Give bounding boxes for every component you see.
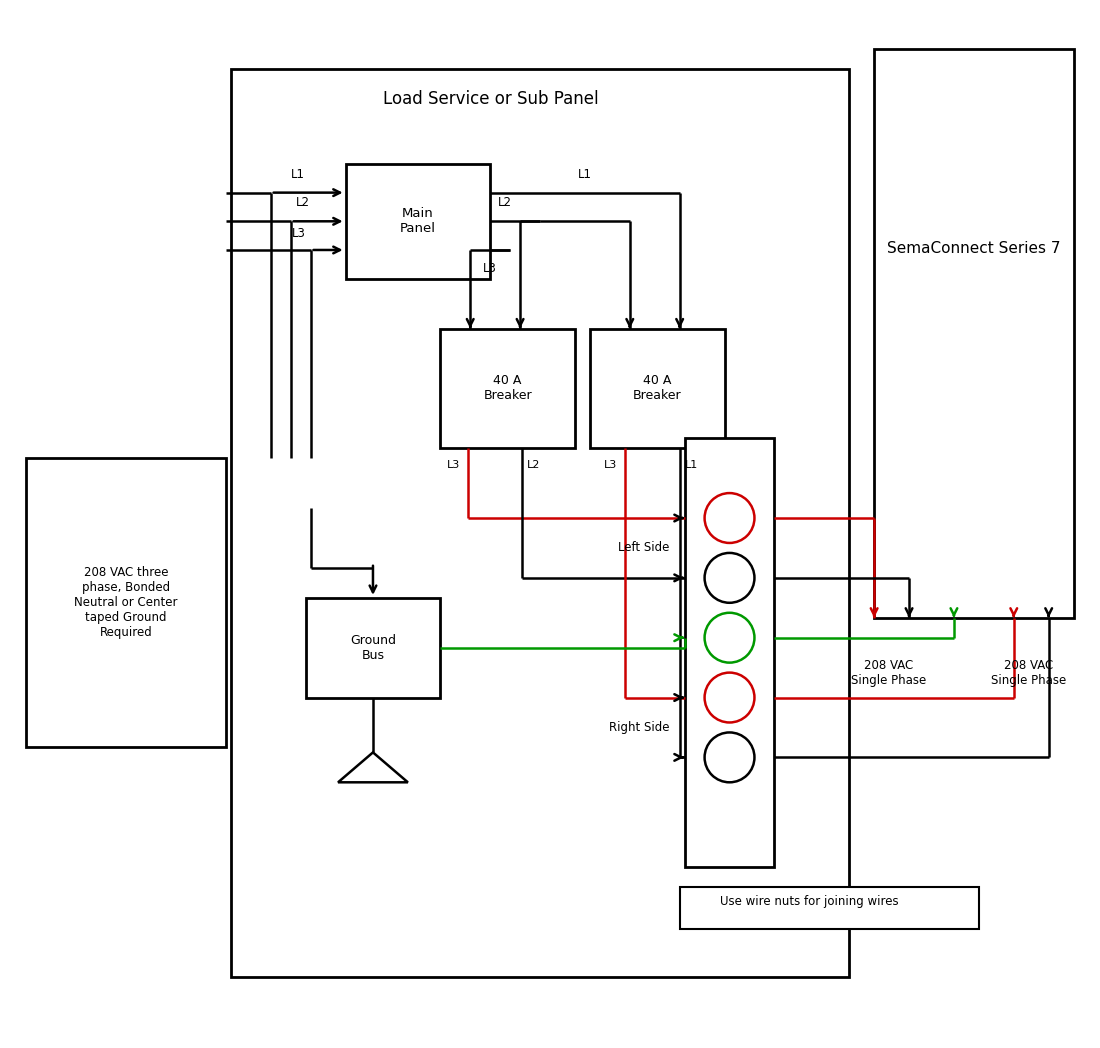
Text: L2: L2: [498, 196, 513, 210]
Text: 40 A
Breaker: 40 A Breaker: [632, 374, 682, 402]
Text: L3: L3: [292, 227, 306, 240]
Circle shape: [705, 553, 755, 603]
Bar: [440, 328, 575, 449]
Circle shape: [705, 733, 755, 782]
Text: L2: L2: [296, 196, 310, 210]
Text: 208 VAC
Single Phase: 208 VAC Single Phase: [991, 658, 1066, 686]
Bar: [306, 597, 440, 698]
Bar: [680, 887, 979, 929]
Bar: [345, 163, 491, 279]
Text: SemaConnect Series 7: SemaConnect Series 7: [887, 241, 1060, 256]
Text: Left Side: Left Side: [618, 542, 670, 554]
Bar: [590, 328, 725, 449]
Bar: [874, 49, 1074, 617]
Text: L3: L3: [483, 262, 497, 275]
Text: L3: L3: [447, 460, 460, 471]
Text: 208 VAC three
phase, Bonded
Neutral or Center
taped Ground
Required: 208 VAC three phase, Bonded Neutral or C…: [75, 566, 178, 639]
Text: L1: L1: [292, 168, 305, 180]
Text: L1: L1: [684, 460, 697, 471]
Circle shape: [705, 613, 755, 662]
Text: Main
Panel: Main Panel: [400, 208, 436, 236]
Text: Right Side: Right Side: [609, 721, 670, 734]
Circle shape: [705, 493, 755, 543]
Text: Use wire nuts for joining wires: Use wire nuts for joining wires: [720, 895, 899, 909]
Text: Ground
Bus: Ground Bus: [350, 634, 396, 661]
Circle shape: [705, 673, 755, 722]
Text: L2: L2: [527, 460, 540, 471]
Text: 208 VAC
Single Phase: 208 VAC Single Phase: [851, 658, 926, 686]
Bar: [684, 438, 774, 867]
Text: 40 A
Breaker: 40 A Breaker: [483, 374, 532, 402]
Text: Load Service or Sub Panel: Load Service or Sub Panel: [383, 90, 598, 108]
Bar: [231, 69, 849, 977]
Text: L1: L1: [578, 168, 592, 180]
Text: L3: L3: [604, 460, 617, 471]
Bar: [26, 458, 226, 747]
